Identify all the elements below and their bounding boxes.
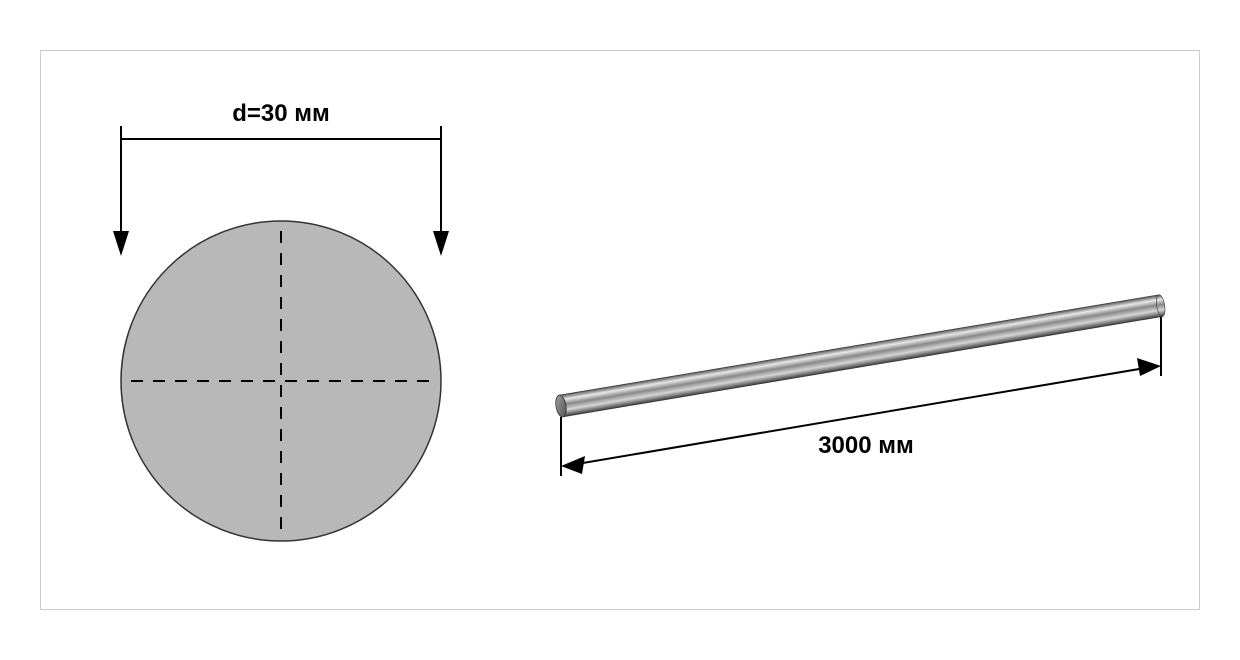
dim-arrow-left [113,231,129,256]
dim-arrow-rod-right [1137,358,1161,376]
length-label: 3000 мм [818,432,914,459]
circle-face [121,221,441,541]
diameter-label: d=30 мм [232,100,330,127]
cross-section-view: d=30 мм [91,81,491,581]
diagram-area: d=30 мм [41,51,1199,609]
rod-body [559,295,1162,417]
rod-length-view: 3000 мм [521,231,1201,531]
cross-section-svg: d=30 мм [91,81,491,581]
dim-arrow-rod-left [561,456,585,474]
rod-svg: 3000 мм [521,231,1201,531]
rod-body-group [554,294,1166,418]
diagram-frame: d=30 мм [40,50,1200,610]
dim-arrow-right [433,231,449,256]
